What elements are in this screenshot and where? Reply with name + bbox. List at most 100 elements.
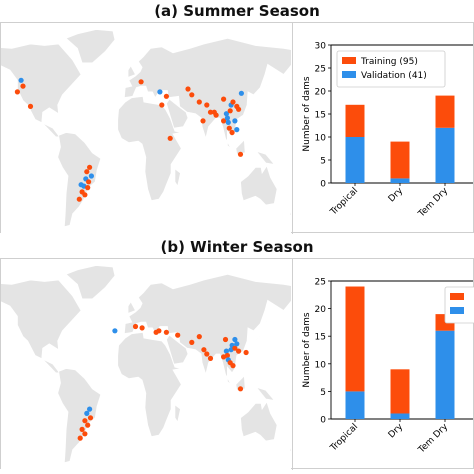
dam-point-26	[112, 328, 118, 334]
y-axis-label: Number of dams	[302, 76, 312, 152]
panel-a-frame: 0 5 10 15 20 25 30 Number of dams Tropical Dry Tem…	[0, 22, 474, 234]
dam-point-25	[226, 125, 232, 131]
x-tick-label-2: Tem Dry	[416, 186, 450, 220]
dam-point-32	[167, 135, 173, 141]
panel-a-map	[1, 23, 291, 234]
dam-point-1	[139, 325, 145, 331]
dam-point-8	[201, 347, 207, 353]
dam-point-8	[185, 86, 191, 92]
panel-b-map	[1, 259, 291, 470]
dam-point-19	[236, 348, 242, 354]
landmass-7	[222, 142, 234, 159]
y-tick-label-3: 15	[315, 333, 326, 343]
landmass-11	[127, 65, 137, 78]
landmass-1	[65, 29, 116, 64]
dam-point-43	[78, 182, 84, 188]
dam-point-17	[224, 115, 230, 121]
x-tick-label-1: Dry	[387, 186, 406, 205]
y-tick-label-4: 20	[315, 88, 327, 98]
dam-point-12	[207, 109, 214, 115]
dam-point-10	[207, 355, 214, 361]
legend-box	[336, 50, 446, 88]
dam-point-0	[132, 323, 139, 330]
dam-point-28	[84, 410, 90, 416]
y-tick-label-6: 30	[315, 42, 327, 52]
dam-point-4	[138, 79, 144, 85]
x-tick-label-0: Tropical	[328, 422, 360, 454]
world-map-summer	[1, 23, 291, 234]
bar-dry-series-1	[390, 413, 410, 419]
y-tick-label-4: 20	[315, 305, 327, 315]
dam-point-29	[87, 415, 94, 421]
bar-tropical-series-0	[345, 286, 365, 392]
dam-point-28	[237, 151, 244, 157]
landmass-12	[288, 446, 291, 453]
dam-point-4	[163, 329, 169, 335]
landmass-3	[117, 95, 182, 202]
dam-point-6	[163, 93, 169, 99]
landmass-13	[174, 403, 181, 424]
dam-point-0	[18, 77, 24, 83]
dam-point-5	[157, 89, 163, 95]
landmass-13	[174, 167, 181, 188]
dam-point-3	[27, 103, 34, 109]
dam-point-26	[229, 129, 235, 136]
dam-point-29	[232, 118, 238, 124]
landmass-4	[165, 334, 189, 365]
bar-tropical-series-1	[345, 137, 365, 183]
dam-point-39	[85, 185, 91, 191]
dam-point-11	[204, 102, 210, 108]
dam-point-23	[232, 336, 238, 343]
dam-point-7	[196, 334, 202, 340]
dam-point-13	[224, 352, 230, 359]
dam-point-9	[189, 92, 195, 98]
dam-point-31	[85, 422, 91, 428]
y-tick-label-1: 5	[320, 157, 326, 167]
dam-point-19	[227, 108, 233, 114]
y-tick-label-0: 0	[320, 416, 326, 426]
dam-point-2	[14, 89, 20, 95]
dam-point-7	[159, 102, 165, 108]
bar-dry-series-1	[390, 178, 410, 183]
panel-b-chart: 0 5 10 15 20 25 Number of dams Tropical Dry Tem D…	[292, 259, 474, 470]
bar-tropical-series-0	[345, 104, 365, 137]
landmass-8	[235, 138, 246, 155]
legend-swatch-1	[342, 71, 356, 78]
y-tick-label-1: 5	[320, 388, 326, 398]
dam-point-34	[84, 169, 90, 175]
dam-point-25	[222, 336, 229, 343]
legend-swatch-0	[450, 293, 464, 300]
legend-label-1: Validation (41)	[361, 71, 427, 81]
dam-point-24	[238, 90, 244, 96]
dam-point-3	[156, 328, 162, 334]
landmass-8	[235, 374, 246, 391]
landmass-3	[117, 331, 182, 438]
legend-swatch-0	[342, 57, 356, 64]
landmass-11	[127, 301, 137, 314]
dam-point-15	[221, 118, 227, 124]
dam-point-33	[82, 431, 88, 437]
dam-point-17	[232, 345, 238, 351]
landmass-6	[240, 400, 278, 442]
y-tick-label-3: 15	[315, 111, 326, 121]
landmass-4	[165, 98, 189, 129]
panel-b-frame: 0 5 10 15 20 25 Number of dams Tropical Dry Tem D…	[0, 258, 474, 470]
dam-point-42	[76, 196, 82, 202]
bar-chart-summer: 0 5 10 15 20 25 30 Number of dams Tropical Dry Tem…	[302, 42, 473, 220]
dam-point-35	[88, 173, 94, 179]
y-tick-label-5: 25	[315, 65, 326, 75]
dam-point-9	[204, 351, 210, 357]
landmass-1	[65, 265, 116, 300]
y-axis-label: Number of dams	[302, 312, 312, 388]
landmass-10	[255, 84, 268, 106]
dam-point-32	[79, 426, 85, 432]
panel-b-title: (b) Winter Season	[160, 238, 314, 256]
landmass-0	[1, 279, 82, 374]
panel-a-title: (a) Summer Season	[154, 2, 320, 20]
landmass-2	[57, 368, 102, 464]
bar-dry-series-0	[390, 141, 410, 179]
legend-swatch-1	[450, 307, 464, 314]
x-tick-label-0: Tropical	[328, 186, 360, 218]
dam-point-24	[243, 349, 249, 356]
dam-point-10	[196, 99, 202, 105]
